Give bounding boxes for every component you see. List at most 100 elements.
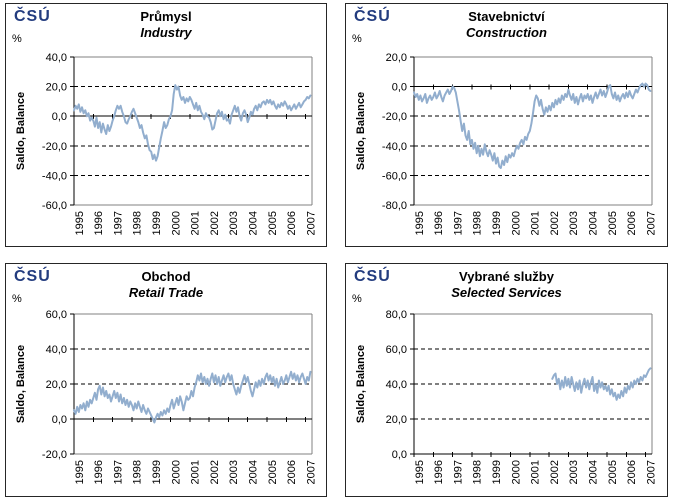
svg-text:2002: 2002 xyxy=(209,211,221,235)
svg-text:1997: 1997 xyxy=(112,211,124,235)
svg-text:2001: 2001 xyxy=(530,460,542,484)
chart-header: Obchod Retail Trade xyxy=(6,269,326,301)
svg-text:0,0: 0,0 xyxy=(52,414,67,426)
svg-text:1998: 1998 xyxy=(472,211,484,235)
y-gridlines xyxy=(414,348,652,455)
svg-text:2000: 2000 xyxy=(510,460,522,484)
svg-text:-40,0: -40,0 xyxy=(42,170,67,182)
svg-text:40,0: 40,0 xyxy=(46,344,67,356)
selected-services-line-chart: 80,0 60,0 40,0 20,0 0,0 1995 1996 1997 1998 1999 2… xyxy=(355,309,658,484)
y-tick-labels: 80,0 60,0 40,0 20,0 0,0 xyxy=(386,309,407,461)
svg-text:0,0: 0,0 xyxy=(392,82,407,94)
svg-text:2001: 2001 xyxy=(530,211,542,235)
svg-text:1997: 1997 xyxy=(452,460,464,484)
svg-text:2007: 2007 xyxy=(645,211,657,235)
svg-text:2003: 2003 xyxy=(228,211,240,235)
csu-logo: ČSÚ xyxy=(354,8,391,25)
plot-frame xyxy=(414,56,653,206)
svg-text:2007: 2007 xyxy=(645,460,657,484)
svg-text:2005: 2005 xyxy=(607,211,619,235)
y-axis xyxy=(410,313,415,455)
x-tick-labels: 1995 1996 1997 1998 1999 2000 2001 2002 2003 2004… xyxy=(74,211,318,235)
svg-text:2004: 2004 xyxy=(248,211,260,235)
svg-text:1995: 1995 xyxy=(414,211,426,235)
y-tick-labels: 60,0 40,0 20,0 0,0 -20,0 xyxy=(42,309,67,461)
y-tick-labels: 40,0 20,0 0,0 -20,0 -40,0 -60,0 xyxy=(42,52,67,212)
svg-text:60,0: 60,0 xyxy=(46,309,67,321)
svg-text:2000: 2000 xyxy=(510,211,522,235)
svg-text:60,0: 60,0 xyxy=(386,344,407,356)
svg-text:20,0: 20,0 xyxy=(46,82,67,94)
series-line xyxy=(413,82,652,169)
svg-text:20,0: 20,0 xyxy=(386,414,407,426)
y-axis-title: Saldo, Balance xyxy=(15,345,27,423)
y-tick-labels: 20,0 0,0 -20,0 -40,0 -60,0 -80,0 xyxy=(382,52,407,212)
chart-subtitle: Construction xyxy=(466,25,547,40)
svg-text:2006: 2006 xyxy=(626,211,638,235)
svg-text:-20,0: -20,0 xyxy=(42,449,67,461)
chart-header: Průmysl Industry xyxy=(6,9,326,41)
svg-text:0,0: 0,0 xyxy=(52,111,67,123)
y-gridlines xyxy=(74,348,312,420)
plot-frame xyxy=(74,56,313,206)
svg-text:1996: 1996 xyxy=(433,460,445,484)
svg-text:1996: 1996 xyxy=(93,211,105,235)
chart-header: Vybrané služby Selected Services xyxy=(346,269,667,301)
x-tick-marks xyxy=(73,417,307,422)
svg-text:2006: 2006 xyxy=(626,460,638,484)
svg-text:-60,0: -60,0 xyxy=(382,170,407,182)
svg-text:1996: 1996 xyxy=(433,211,445,235)
retail-trade-line-chart: 60,0 40,0 20,0 0,0 -20,0 1995 1996 1997 1998 1999… xyxy=(15,309,318,484)
x-tick-labels: 1995 1996 1997 1998 1999 2000 2001 2002 2003 2004… xyxy=(414,211,658,235)
chart-title: Obchod xyxy=(141,269,191,284)
svg-text:2000: 2000 xyxy=(170,211,182,235)
chart-subtitle: Industry xyxy=(140,25,192,40)
svg-text:2004: 2004 xyxy=(248,460,260,484)
svg-text:-20,0: -20,0 xyxy=(382,111,407,123)
series-line xyxy=(551,367,652,401)
series-line xyxy=(73,370,312,424)
svg-text:20,0: 20,0 xyxy=(46,379,67,391)
svg-text:0,0: 0,0 xyxy=(392,449,407,461)
chart-header: Stavebnictví Construction xyxy=(346,9,667,41)
svg-text:2004: 2004 xyxy=(588,460,600,484)
svg-text:2003: 2003 xyxy=(568,211,580,235)
x-tick-labels: 1995 1996 1997 1998 1999 2000 2001 2002 2003 2004… xyxy=(414,460,658,484)
svg-text:2007: 2007 xyxy=(305,460,317,484)
chart-subtitle: Retail Trade xyxy=(128,285,204,300)
chart-panel-industry: 40,0 20,0 0,0 -20,0 -40,0 -60,0 1995 1996 1997 19… xyxy=(5,3,327,247)
svg-text:2003: 2003 xyxy=(568,460,580,484)
svg-text:80,0: 80,0 xyxy=(386,309,407,321)
chart-subtitle: Selected Services xyxy=(451,285,562,300)
svg-text:-60,0: -60,0 xyxy=(42,200,67,212)
svg-text:2002: 2002 xyxy=(549,211,561,235)
svg-text:-20,0: -20,0 xyxy=(42,141,67,153)
chart-title: Průmysl xyxy=(140,9,192,24)
chart-title: Vybrané služby xyxy=(459,269,554,284)
y-axis xyxy=(410,56,415,206)
csu-logo: ČSÚ xyxy=(14,8,51,25)
chart-panel-construction: 20,0 0,0 -20,0 -40,0 -60,0 -80,0 1995 1996 1997 1… xyxy=(345,3,668,247)
svg-text:1995: 1995 xyxy=(414,460,426,484)
svg-text:2005: 2005 xyxy=(607,460,619,484)
svg-text:1995: 1995 xyxy=(74,211,86,235)
svg-text:2006: 2006 xyxy=(286,211,298,235)
svg-text:2002: 2002 xyxy=(209,460,221,484)
percent-unit-label: % xyxy=(12,33,22,45)
svg-text:2001: 2001 xyxy=(190,460,202,484)
svg-text:1998: 1998 xyxy=(132,460,144,484)
y-axis-title: Saldo, Balance xyxy=(15,92,27,170)
x-tick-labels: 1995 1996 1997 1998 1999 2000 2001 2002 2003 2004… xyxy=(74,460,318,484)
x-tick-marks xyxy=(413,452,647,457)
svg-text:2001: 2001 xyxy=(190,211,202,235)
svg-text:1997: 1997 xyxy=(452,211,464,235)
svg-text:2005: 2005 xyxy=(267,211,279,235)
svg-text:20,0: 20,0 xyxy=(386,52,407,64)
svg-text:1996: 1996 xyxy=(93,460,105,484)
percent-unit-label: % xyxy=(12,293,22,305)
csu-logo: ČSÚ xyxy=(354,268,391,285)
y-axis-title: Saldo, Balance xyxy=(355,345,367,423)
svg-text:1999: 1999 xyxy=(151,460,163,484)
